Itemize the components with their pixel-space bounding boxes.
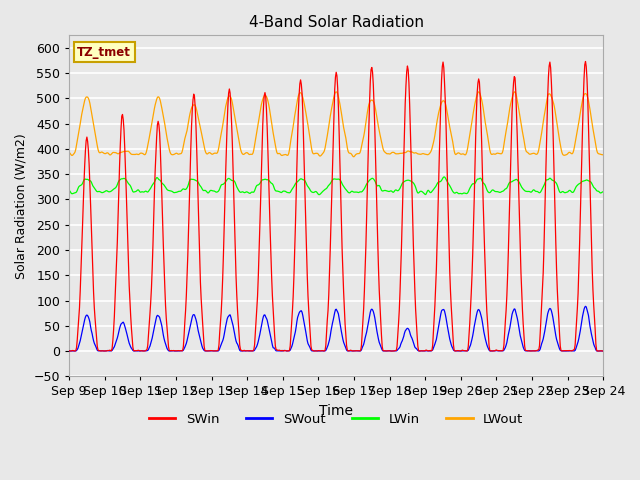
SWout — [417, 348, 424, 354]
LWin — [130, 189, 138, 195]
LWout — [65, 149, 73, 155]
LWout — [212, 150, 220, 156]
LWin — [212, 189, 220, 195]
SWin — [416, 348, 424, 354]
Legend: SWin, SWout, LWin, LWout: SWin, SWout, LWin, LWout — [144, 408, 529, 431]
SWin — [525, 348, 533, 354]
LWout — [350, 154, 358, 159]
LWin — [401, 178, 409, 184]
SWin — [401, 129, 408, 134]
SWout — [212, 348, 220, 354]
Line: SWout: SWout — [69, 306, 603, 351]
LWin — [599, 189, 607, 195]
SWin — [599, 348, 607, 354]
LWout — [130, 152, 138, 157]
LWin — [417, 188, 424, 194]
Line: LWin: LWin — [69, 177, 603, 195]
SWin — [75, 317, 83, 323]
Line: SWin: SWin — [69, 61, 603, 351]
SWin — [184, 252, 191, 258]
X-axis label: Time: Time — [319, 404, 353, 418]
LWout — [511, 89, 519, 95]
LWin — [75, 184, 83, 190]
SWout — [355, 348, 363, 354]
Y-axis label: Solar Radiation (W/m2): Solar Radiation (W/m2) — [15, 133, 28, 279]
LWout — [417, 151, 424, 157]
SWout — [184, 334, 191, 340]
LWin — [316, 192, 323, 198]
LWout — [599, 152, 607, 157]
LWout — [401, 150, 409, 156]
Title: 4-Band Solar Radiation: 4-Band Solar Radiation — [249, 15, 424, 30]
SWout — [599, 348, 607, 354]
SWin — [582, 59, 589, 64]
LWin — [440, 174, 447, 180]
SWout — [401, 328, 409, 334]
LWout — [184, 123, 191, 129]
SWout — [65, 348, 73, 354]
SWin — [65, 348, 73, 354]
SWin — [130, 348, 138, 353]
SWin — [212, 348, 220, 354]
SWout — [582, 303, 589, 309]
SWout — [75, 343, 83, 348]
LWin — [184, 183, 191, 189]
Text: TZ_tmet: TZ_tmet — [77, 46, 131, 59]
LWout — [75, 129, 83, 135]
Line: LWout: LWout — [69, 92, 603, 156]
LWin — [65, 187, 73, 193]
SWout — [130, 348, 138, 354]
